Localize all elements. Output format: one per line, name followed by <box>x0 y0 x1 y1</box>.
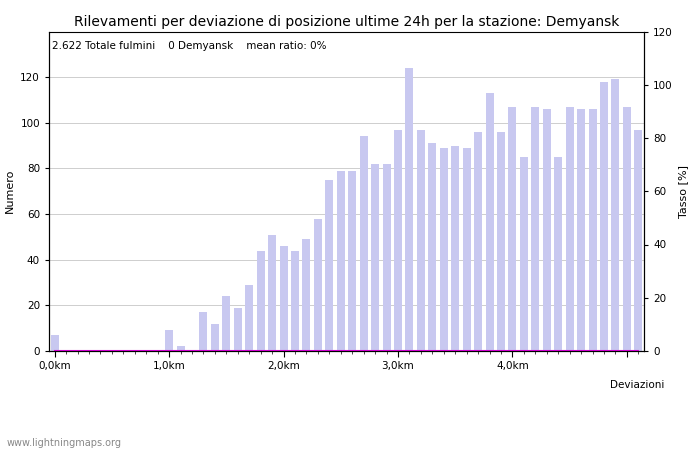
Bar <box>382 164 391 351</box>
Bar <box>50 335 59 351</box>
Bar <box>520 157 528 351</box>
Text: Deviazioni: Deviazioni <box>610 380 664 390</box>
Bar <box>508 107 517 351</box>
Bar <box>463 148 470 351</box>
Bar <box>440 148 448 351</box>
Y-axis label: Tasso [%]: Tasso [%] <box>678 165 688 218</box>
Bar <box>326 180 333 351</box>
Bar <box>279 246 288 351</box>
Bar <box>452 146 459 351</box>
Bar <box>348 171 356 351</box>
Bar <box>428 144 436 351</box>
Bar <box>497 132 505 351</box>
Bar <box>176 346 185 351</box>
Bar <box>302 239 311 351</box>
Bar <box>566 107 573 351</box>
Title: Rilevamenti per deviazione di posizione ultime 24h per la stazione: Demyansk: Rilevamenti per deviazione di posizione … <box>74 15 620 29</box>
Bar <box>554 157 562 351</box>
Bar <box>257 251 265 351</box>
Bar <box>531 107 539 351</box>
Bar <box>234 308 241 351</box>
Bar <box>542 109 551 351</box>
Bar <box>199 312 207 351</box>
Bar <box>268 234 276 351</box>
Bar <box>360 136 368 351</box>
Bar <box>634 130 643 351</box>
Bar <box>314 219 322 351</box>
Bar <box>600 82 608 351</box>
Text: www.lightningmaps.org: www.lightningmaps.org <box>7 438 122 448</box>
Bar <box>371 164 379 351</box>
Bar <box>589 109 596 351</box>
Bar <box>577 109 585 351</box>
Bar <box>165 330 173 351</box>
Bar <box>474 132 482 351</box>
Text: 2.622 Totale fulmini    0 Demyansk    mean ratio: 0%: 2.622 Totale fulmini 0 Demyansk mean rat… <box>52 41 326 51</box>
Bar <box>291 251 299 351</box>
Bar <box>405 68 414 351</box>
Bar <box>486 93 493 351</box>
Y-axis label: Numero: Numero <box>5 169 15 213</box>
Bar <box>245 285 253 351</box>
Bar <box>211 324 219 351</box>
Bar <box>337 171 345 351</box>
Bar <box>394 130 402 351</box>
Bar <box>417 130 425 351</box>
Bar <box>223 296 230 351</box>
Bar <box>623 107 631 351</box>
Bar <box>611 79 620 351</box>
